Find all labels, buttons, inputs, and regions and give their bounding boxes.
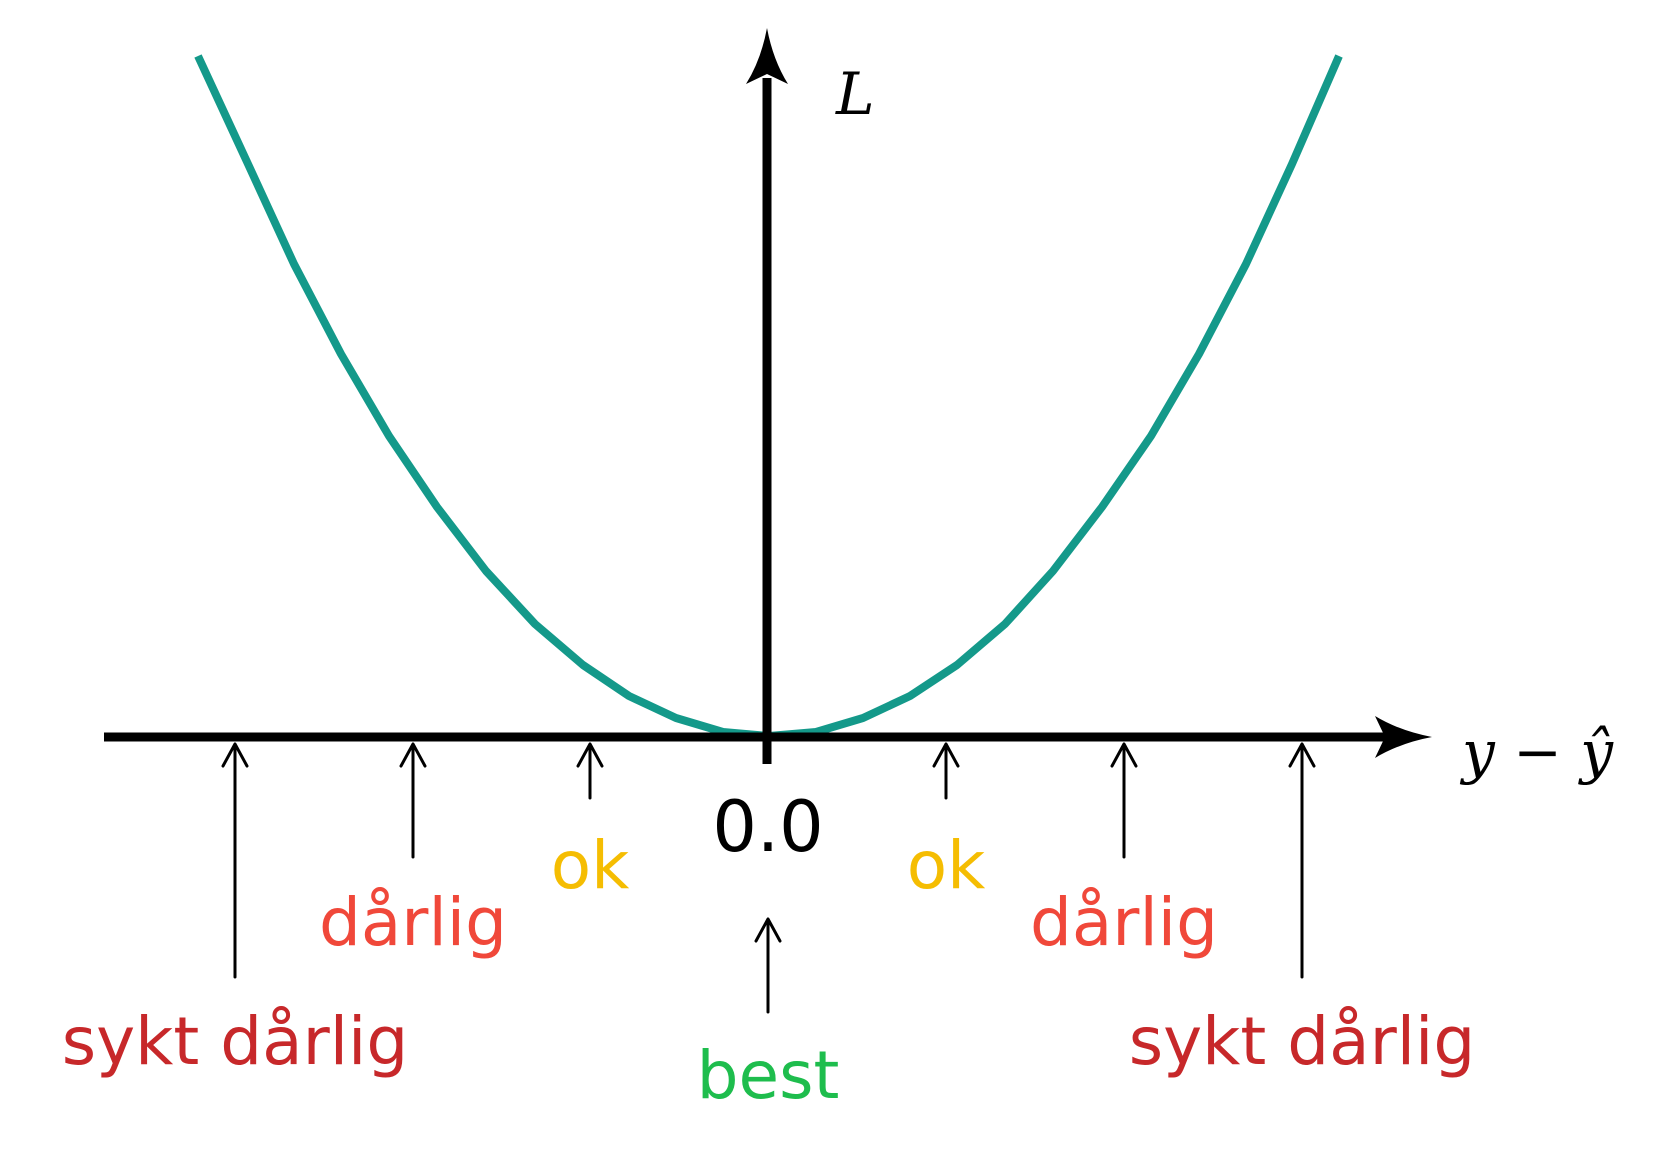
label-sykt-darlig-right: sykt dårlig (1129, 1003, 1476, 1080)
label-darlig-left: dårlig (319, 884, 507, 961)
y-axis-arrowhead (746, 28, 788, 84)
y-axis (746, 28, 788, 764)
x-axis-arrowhead (1375, 716, 1432, 758)
origin-label: 0.0 (712, 786, 823, 868)
arrow-ok-left (576, 742, 604, 800)
marker-arrows (221, 742, 1316, 1014)
x-axis-label: y − ŷ (1459, 718, 1614, 786)
label-darlig-right: dårlig (1030, 884, 1218, 961)
label-best: best (697, 1037, 840, 1114)
arrow-darlig-right (1110, 742, 1138, 859)
label-sykt-darlig-left: sykt dårlig (62, 1003, 409, 1080)
arrow-best (754, 917, 782, 1014)
label-ok-right: ok (907, 827, 986, 904)
arrow-sykt-left (221, 742, 249, 979)
x-axis (104, 716, 1432, 758)
y-axis-label: L (835, 60, 875, 128)
label-ok-left: ok (551, 827, 630, 904)
arrow-sykt-right (1288, 742, 1316, 979)
arrow-ok-right (932, 742, 960, 800)
arrow-darlig-left (399, 742, 427, 859)
